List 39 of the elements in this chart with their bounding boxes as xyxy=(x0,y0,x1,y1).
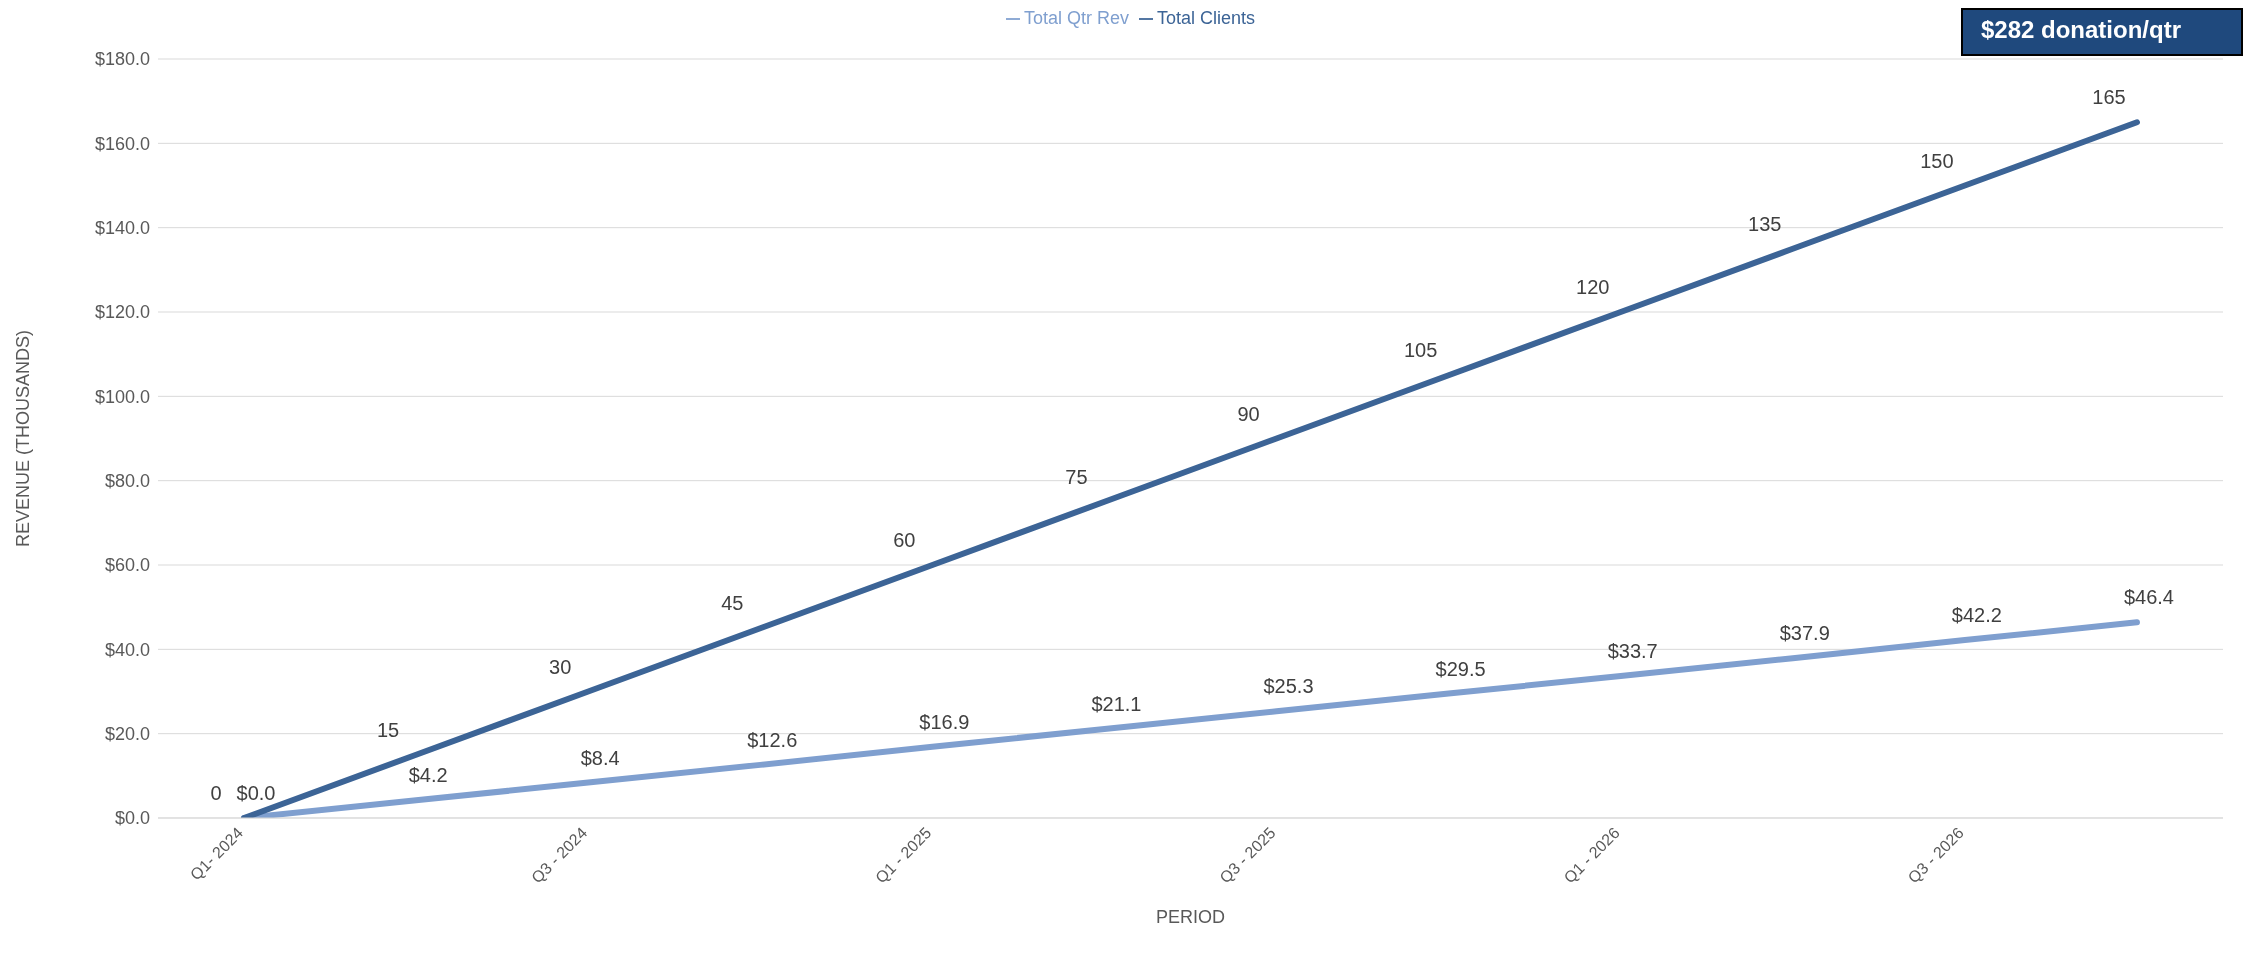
legend-label: Total Clients xyxy=(1156,8,1256,28)
y-tick-label: $140.0 xyxy=(94,218,150,239)
text: $282 donation/qtr xyxy=(1960,8,2243,56)
data-label: 165 xyxy=(2092,86,2126,109)
x-axis-title: PERIOD xyxy=(1155,907,1226,927)
data-label: 105 xyxy=(1403,339,1438,362)
legend-label: Total Qtr Rev xyxy=(1023,8,1129,28)
data-label: 60 xyxy=(893,529,916,551)
y-tick-label: $180.0 xyxy=(94,49,150,70)
data-label: $37.9 xyxy=(1779,622,1830,645)
data-label: 45 xyxy=(721,592,744,615)
y-tick-label: $40.0 xyxy=(104,639,150,660)
data-label: $25.3 xyxy=(1263,675,1314,698)
data-label: $12.6 xyxy=(747,728,798,751)
data-label: $46.4 xyxy=(2123,586,2174,609)
data-label: $33.7 xyxy=(1607,639,1658,662)
data-label: 0 xyxy=(210,782,222,804)
y-tick-label: $120.0 xyxy=(94,302,150,323)
data-label: 135 xyxy=(1748,212,1782,235)
data-label: $16.9 xyxy=(919,710,970,733)
y-axis-title: REVENUE (THOUSANDS) xyxy=(13,329,34,548)
y-tick-label: $0.0 xyxy=(114,808,150,829)
data-label: 120 xyxy=(1576,276,1610,298)
data-label: $0.0 xyxy=(236,782,276,804)
y-tick-label: $60.0 xyxy=(104,555,150,576)
data-label: $29.5 xyxy=(1435,657,1486,680)
data-label: $42.2 xyxy=(1951,604,2002,627)
data-label: 75 xyxy=(1065,465,1088,488)
y-tick-label: $160.0 xyxy=(94,133,150,154)
y-tick-label: $80.0 xyxy=(104,471,150,492)
data-label: $4.2 xyxy=(408,764,448,787)
data-label: $8.4 xyxy=(580,746,620,769)
data-label: 90 xyxy=(1237,402,1260,425)
y-tick-label: $20.0 xyxy=(104,724,150,745)
data-label: 150 xyxy=(1920,149,1954,172)
y-tick-label: $100.0 xyxy=(94,386,150,407)
data-label: 30 xyxy=(549,655,572,678)
data-label: $21.1 xyxy=(1091,693,1142,716)
data-label: 15 xyxy=(377,718,400,741)
